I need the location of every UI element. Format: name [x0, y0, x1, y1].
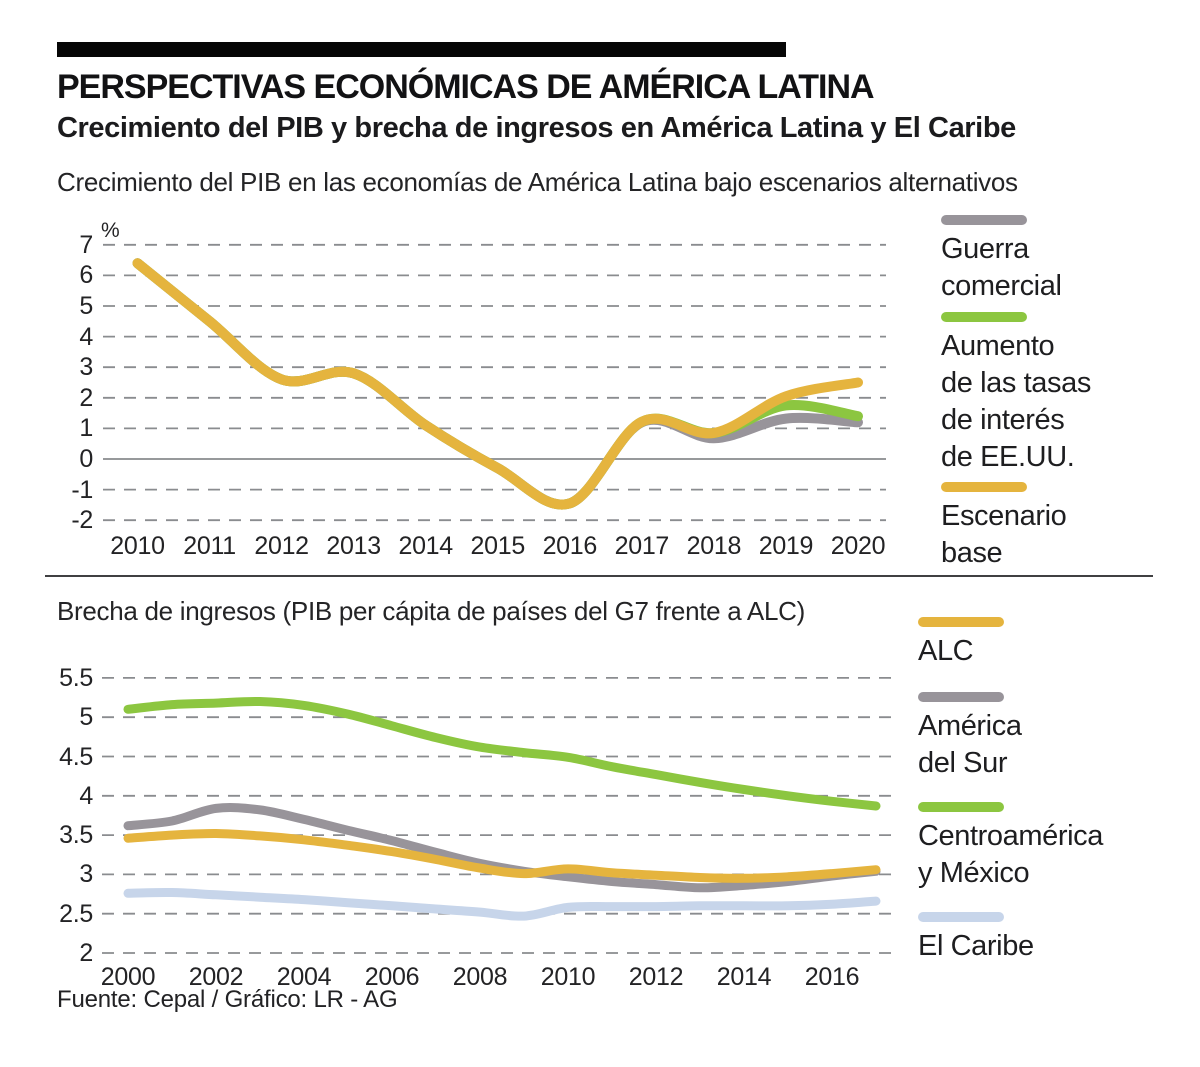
chart2-title: Brecha de ingresos (PIB per cápita de pa… [57, 596, 805, 626]
y-tick-label: 2.5 [59, 899, 93, 928]
legend-swatch-gray [941, 215, 1027, 225]
section-divider [45, 575, 1153, 577]
top-accent-bar [57, 42, 786, 57]
x-tick-label: 2006 [364, 963, 420, 991]
legend-label: El Caribe [918, 930, 1034, 962]
x-tick-label: 2008 [452, 963, 508, 991]
legend-swatch-green [918, 802, 1004, 812]
y-tick-label: 2 [79, 383, 93, 412]
x-tick-label: 2014 [716, 963, 772, 991]
legend-item-guerra-comercial: Guerra comercial [941, 215, 1171, 305]
source-credit: Fuente: Cepal / Gráfico: LR - AG [57, 986, 398, 1013]
legend-label: ALC [918, 635, 974, 667]
x-tick-label: 2014 [398, 532, 453, 560]
legend-item-alc: ALC [918, 617, 1148, 670]
y-tick-label: 4 [79, 781, 93, 810]
legend-label: Aumento de las tasas de interés de EE.UU… [941, 330, 1091, 473]
x-tick-label: 2017 [614, 532, 670, 560]
y-tick-label: 4.5 [59, 742, 93, 771]
line-escenario-base [132, 258, 863, 510]
y-tick-label: 3.5 [59, 821, 93, 850]
legend-swatch-yellow [941, 482, 1027, 492]
chart1-title: Crecimiento del PIB en las economías de … [57, 167, 1018, 197]
x-tick-label: 2016 [804, 963, 860, 991]
y-tick-label: 5.5 [59, 663, 93, 692]
y-tick-label: 5 [79, 703, 93, 732]
x-tick-label: 2002 [188, 963, 244, 991]
x-tick-label: 2016 [542, 532, 598, 560]
income-gap-chart [102, 677, 893, 954]
legend-label: Centroamérica y México [918, 820, 1103, 889]
x-tick-label: 2010 [110, 532, 165, 560]
legend-item-aumento-tasas: Aumento de las tasas de interés de EE.UU… [941, 312, 1171, 476]
legend-item-el-caribe: El Caribe [918, 912, 1148, 965]
legend-label: Guerra comercial [941, 233, 1062, 302]
legend-label: América del Sur [918, 710, 1022, 779]
x-tick-label: 2004 [276, 963, 332, 991]
page-title: PERSPECTIVAS ECONÓMICAS DE AMÉRICA LATIN… [57, 68, 875, 106]
x-tick-label: 2010 [540, 963, 596, 991]
x-tick-label: 2019 [758, 532, 814, 560]
legend-item-america-del-sur: América del Sur [918, 692, 1148, 782]
x-tick-label: 2000 [100, 963, 156, 991]
y-tick-label: 4 [79, 322, 93, 351]
y-tick-label: 7 [79, 230, 93, 259]
y-tick-label: 3 [79, 860, 93, 889]
legend-label: Escenario base [941, 500, 1067, 569]
line-el-caribe [123, 887, 881, 921]
x-tick-label: 2012 [254, 532, 309, 560]
y-tick-label: 2 [79, 939, 93, 967]
x-tick-label: 2015 [470, 532, 526, 560]
y-tick-label: 5 [79, 292, 93, 320]
x-tick-label: 2018 [686, 532, 742, 560]
y-tick-label: 3 [79, 353, 93, 382]
legend-swatch-green [941, 312, 1027, 322]
y-tick-label: 6 [79, 261, 93, 290]
x-tick-label: 2020 [830, 532, 886, 560]
x-tick-label: 2011 [183, 532, 236, 560]
y-tick-label: -1 [71, 475, 93, 504]
y-tick-label: 1 [79, 414, 93, 443]
legend-item-escenario-base: Escenario base [941, 482, 1171, 572]
y-axis-unit-percent: % [101, 219, 120, 242]
x-tick-label: 2013 [326, 532, 381, 560]
legend-item-centroamerica-mexico: Centroamérica y México [918, 802, 1148, 892]
page-subtitle: Crecimiento del PIB y brecha de ingresos… [57, 112, 1016, 144]
line-centroamérica-y-méxico [123, 696, 881, 811]
x-tick-label: 2012 [628, 963, 684, 991]
legend-swatch-lightblue [918, 912, 1004, 922]
line-alc [123, 828, 881, 883]
y-tick-label: 0 [79, 445, 93, 473]
legend-swatch-yellow [918, 617, 1004, 627]
gdp-growth-chart [103, 243, 886, 522]
y-tick-label: -2 [71, 506, 93, 535]
legend-swatch-gray [918, 692, 1004, 702]
